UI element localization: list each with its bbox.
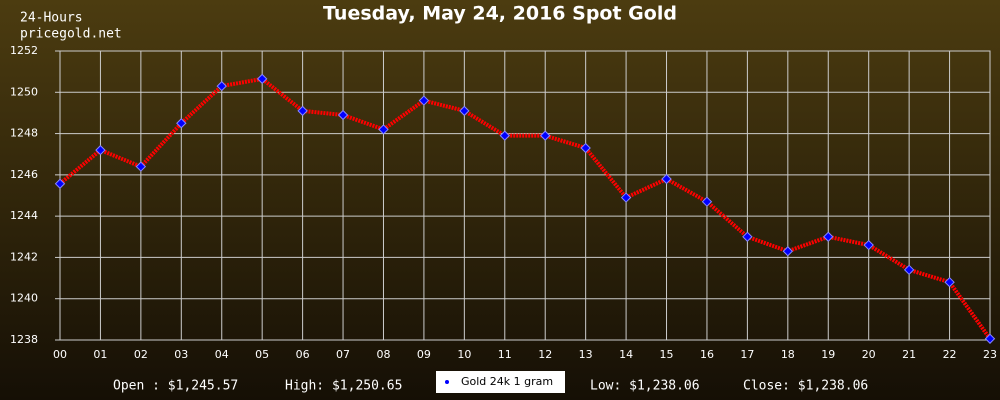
point xyxy=(944,276,955,288)
y-tick-label: 1242 xyxy=(10,250,38,263)
point xyxy=(823,231,834,242)
x-tick-label: 23 xyxy=(983,348,997,361)
point xyxy=(337,109,349,121)
x-tick-label: 02 xyxy=(134,348,148,361)
x-tick-label: 04 xyxy=(215,348,229,361)
stat: Open : $1,245.57 xyxy=(113,379,238,394)
x-tick-label: 22 xyxy=(943,348,957,361)
point xyxy=(903,264,915,276)
chart-title: Tuesday, May 24, 2016 Spot Gold xyxy=(323,3,677,25)
x-tick-label: 14 xyxy=(619,348,633,361)
x-tick-label: 07 xyxy=(336,348,350,361)
point xyxy=(176,118,187,129)
x-tick-label: 05 xyxy=(255,348,269,361)
point xyxy=(499,130,510,141)
x-tick-label: 06 xyxy=(296,348,310,361)
point xyxy=(459,105,470,117)
legend-marker xyxy=(445,380,449,384)
point xyxy=(620,192,632,203)
x-tick-label: 21 xyxy=(902,348,916,361)
x-tick-label: 00 xyxy=(53,348,67,361)
y-tick-label: 1238 xyxy=(10,333,38,346)
y-tick-label: 1248 xyxy=(10,127,38,140)
stat: Low: $1,238.06 xyxy=(590,379,700,394)
y-tick-label: 1250 xyxy=(10,85,38,98)
point xyxy=(863,239,874,251)
x-tick-label: 19 xyxy=(821,348,835,361)
point xyxy=(742,231,753,242)
x-tick-label: 17 xyxy=(740,348,754,361)
stat: Close: $1,238.06 xyxy=(743,379,868,394)
point xyxy=(782,246,794,257)
legend xyxy=(436,371,565,393)
series-line xyxy=(58,76,992,340)
corner-text: pricegold.net xyxy=(20,27,122,42)
legend-label: Gold 24k 1 gram xyxy=(461,375,553,388)
x-tick-label: 13 xyxy=(579,348,593,361)
x-tick-label: 01 xyxy=(93,348,107,361)
point xyxy=(984,333,996,344)
x-tick-label: 18 xyxy=(781,348,795,361)
x-tick-label: 20 xyxy=(862,348,876,361)
y-tick-label: 1244 xyxy=(10,209,38,222)
point xyxy=(297,105,308,117)
point xyxy=(540,130,551,141)
x-tick-label: 15 xyxy=(660,348,674,361)
stat: High: $1,250.65 xyxy=(285,379,402,394)
point xyxy=(256,73,268,85)
y-tick-label: 1240 xyxy=(10,292,38,305)
point xyxy=(580,142,591,154)
point xyxy=(54,178,66,189)
point xyxy=(95,144,106,156)
x-tick-label: 09 xyxy=(417,348,431,361)
x-tick-label: 03 xyxy=(174,348,188,361)
x-tick-label: 11 xyxy=(498,348,512,361)
y-tick-label: 1246 xyxy=(10,168,38,181)
point xyxy=(661,173,672,185)
x-tick-label: 12 xyxy=(538,348,552,361)
x-tick-label: 08 xyxy=(376,348,390,361)
point xyxy=(701,196,713,207)
point xyxy=(216,80,227,92)
x-tick-label: 16 xyxy=(700,348,714,361)
point xyxy=(135,161,147,172)
point xyxy=(378,124,389,135)
x-tick-label: 10 xyxy=(457,348,471,361)
corner-text: 24-Hours xyxy=(20,11,83,26)
y-tick-label: 1252 xyxy=(10,44,38,57)
point xyxy=(418,95,430,106)
